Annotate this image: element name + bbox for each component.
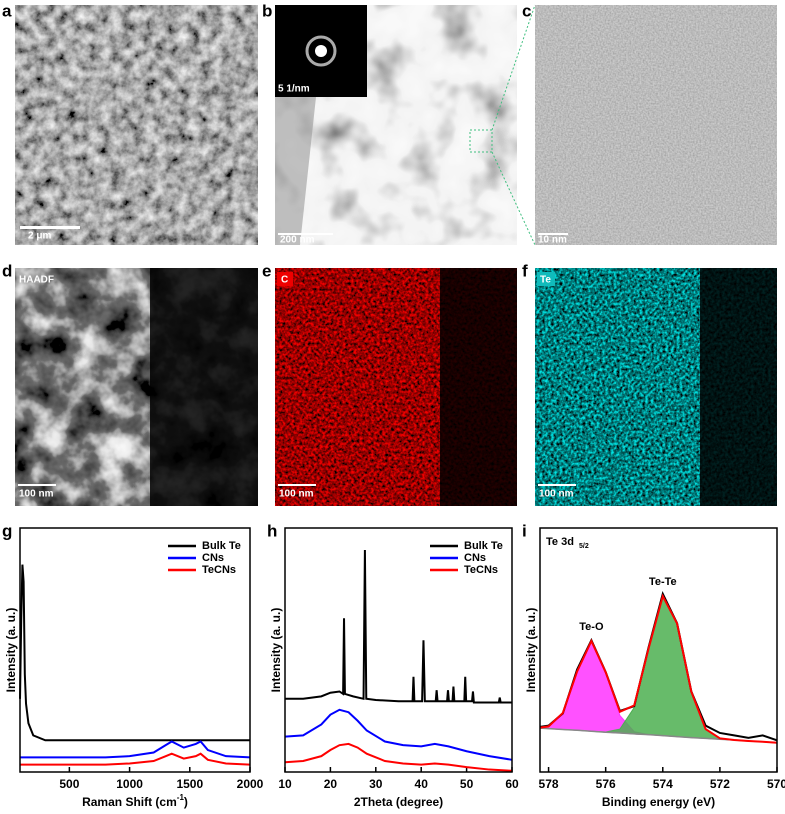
series-line — [284, 708, 513, 761]
x-axis-label: Binding energy (eV) — [602, 795, 715, 809]
peak-label: Te-O — [579, 621, 604, 633]
scale-bar-label: 100 nm — [279, 489, 314, 500]
x-axis-label: 2Theta (degree) — [354, 795, 443, 809]
legend-label: CNs — [464, 552, 486, 564]
panel-c: c 10 nm — [522, 1, 777, 246]
series-line — [285, 549, 512, 704]
tag-box — [277, 272, 293, 286]
panel-letter: h — [267, 521, 277, 540]
y-axis-label: Intensity (a. u.) — [269, 608, 283, 693]
scale-bar-label: 200 nm — [280, 235, 315, 246]
x-tick-label: 10 — [278, 777, 292, 791]
zoom-box — [469, 129, 493, 153]
x-tick-label: 1000 — [116, 777, 143, 791]
x-label-tail: ) — [184, 795, 188, 809]
x-label-text: Binding energy (eV) — [602, 795, 715, 809]
x-tick-label: 578 — [539, 777, 559, 791]
scale-bar-label: 2 μm — [28, 231, 51, 242]
dark-region — [150, 268, 258, 506]
x-tick-label: 570 — [767, 777, 785, 791]
diffraction-ring — [305, 35, 337, 67]
series-line — [20, 740, 251, 759]
series-line — [19, 564, 250, 742]
legend-label: CNs — [202, 552, 224, 564]
scale-bar — [18, 484, 56, 486]
series-line — [284, 742, 513, 772]
legend-label: Bulk Te — [202, 540, 241, 552]
plot-frame — [284, 527, 513, 773]
inset-scale-label: 5 1/nm — [278, 84, 310, 95]
legend-label: TeCNs — [464, 564, 498, 576]
x-tick-label: 1500 — [176, 777, 203, 791]
x-tick-label: 500 — [59, 777, 79, 791]
x-tick-label: 576 — [596, 777, 616, 791]
x-label-text: Raman Shift (cm — [82, 795, 177, 809]
scale-bar — [538, 484, 576, 486]
channel-tag: HAADF — [19, 275, 54, 286]
plot-frame — [19, 527, 251, 773]
x-tick-label: 60 — [505, 777, 519, 791]
panel-letter: a — [2, 1, 12, 20]
x-tick-label: 572 — [710, 777, 730, 791]
diffraction-spot — [315, 45, 327, 57]
panel-d: d HAADF 100 nm — [2, 261, 258, 506]
x-tick-label: 30 — [369, 777, 383, 791]
y-axis-label: Intensity (a. u.) — [4, 608, 18, 693]
support-film — [275, 60, 320, 245]
channel-tag: C — [281, 275, 288, 286]
panel-e: e C 100 nm — [262, 261, 517, 506]
dark-region — [440, 268, 517, 506]
zoom-line — [491, 151, 536, 246]
panel-letter: e — [262, 261, 271, 280]
sem-image — [15, 5, 258, 245]
panel-letter: b — [262, 1, 272, 20]
panel-b: 5 1/nm b 200 nm — [262, 1, 536, 246]
scale-bar — [20, 226, 80, 229]
x-tick-label: 2000 — [237, 777, 264, 791]
panel-letter: g — [2, 521, 12, 540]
x-label-text: 2Theta (degree) — [354, 795, 443, 809]
scale-bar — [538, 233, 568, 235]
panel-letter: i — [522, 521, 527, 540]
legend-label: Bulk Te — [464, 540, 503, 552]
curve — [539, 593, 778, 744]
tag-box — [537, 272, 555, 286]
panel-f: f Te 100 nm — [522, 261, 777, 506]
y-axis-label: Intensity (a. u.) — [524, 608, 538, 693]
scale-bar-label: 100 nm — [539, 489, 574, 500]
x-tick-label: 50 — [460, 777, 474, 791]
legend-label: TeCNs — [202, 564, 236, 576]
x-axis-label: Raman Shift (cm-1) — [82, 793, 188, 809]
plot-frame — [539, 527, 778, 773]
x-tick-label: 574 — [653, 777, 673, 791]
scale-bar — [278, 484, 316, 486]
scale-bar-label: 10 nm — [538, 235, 567, 246]
scale-bar-label: 100 nm — [19, 489, 54, 500]
panel-title-sub: 5/2 — [579, 543, 589, 550]
x-label-sup: -1 — [177, 793, 185, 802]
hrtem-image — [535, 5, 777, 245]
channel-tag: Te — [540, 275, 551, 286]
peak-label: Te-Te — [649, 576, 677, 588]
panel-title: Te 3d — [546, 536, 574, 548]
panel-a: a 2 μm — [2, 1, 258, 245]
dark-region — [700, 268, 777, 506]
scale-bar — [278, 233, 333, 235]
panel-letter: d — [2, 261, 12, 280]
series-line — [20, 752, 251, 766]
panel-letter: f — [522, 261, 528, 280]
x-tick-label: 40 — [415, 777, 429, 791]
panel-letter: c — [522, 1, 531, 20]
x-tick-label: 20 — [324, 777, 338, 791]
